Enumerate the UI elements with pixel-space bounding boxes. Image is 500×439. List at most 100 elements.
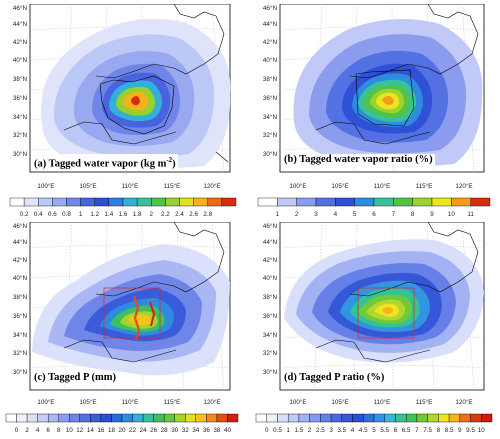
svg-text:46°N: 46°N (13, 4, 28, 12)
colorbar-swatch (431, 197, 452, 207)
colorbar-swatch (363, 413, 375, 423)
panel-b-title: (b) Tagged water vapor ratio (%) (282, 154, 435, 166)
svg-text:42°N: 42°N (13, 256, 28, 264)
colorbar-swatch (193, 197, 208, 207)
panel-b-colorbar: 100°E 105°E 110°E 115°E 120°E 1 2 3 4 5 6 7 8 9 10 1… (254, 174, 496, 222)
svg-text:34°N: 34°N (263, 331, 278, 339)
cbar-d-labels: 0 0.5 1 1.5 2 2.5 3 3.5 4 4.5 5 5.5 6 6.5 7 7.5 8 8.5 9 9.5… (265, 427, 485, 434)
colorbar-label: 28 (161, 427, 169, 434)
colorbar-label: 1.2 (90, 211, 99, 218)
colorbar-swatch (352, 413, 364, 423)
colorbar-label: 22 (129, 427, 137, 434)
colorbar-label: 8 (437, 427, 441, 434)
colorbar-swatch (23, 197, 39, 207)
cbar-a-boxes (9, 197, 237, 207)
colorbar-label: 38 (213, 427, 221, 434)
colorbar-label: 24 (140, 427, 148, 434)
panel-b-boundaries (315, 4, 479, 145)
colorbar-label: 4 (36, 427, 40, 434)
colorbar-swatch (296, 197, 317, 207)
cbar-d-boxes (255, 413, 493, 423)
colorbar-label: 0 (265, 427, 269, 434)
colorbar-label: 3.5 (337, 427, 346, 434)
svg-text:32°N: 32°N (263, 349, 278, 357)
colorbar-swatch (277, 413, 289, 423)
colorbar-label: 3 (314, 211, 318, 218)
panel-b-lon-labels: 100°E 105°E 110°E 115°E 120°E (289, 182, 472, 190)
svg-text:105°E: 105°E (79, 182, 96, 190)
svg-text:30°N: 30°N (263, 150, 278, 158)
colorbar-label: 1 (286, 427, 290, 434)
svg-text:100°E: 100°E (289, 182, 306, 190)
svg-text:105°E: 105°E (331, 182, 348, 190)
panel-a-title: (a) Tagged water vapor (kg m-2) (32, 154, 178, 171)
svg-text:38°N: 38°N (13, 75, 28, 83)
svg-text:110°E: 110°E (374, 182, 391, 190)
cbar-a-labels: 0.2 0.4 0.6 0.8 1 1.2 1.4 1.6 1.8 2 2.2 2.4 2.6 2.8 (20, 211, 213, 218)
svg-text:38°N: 38°N (13, 293, 28, 301)
colorbar-swatch (216, 413, 228, 423)
panel-d-map: 46°N 44°N 42°N 40°N 38°N 36°N 34°N 32°N 30°N (263, 222, 485, 391)
colorbar-swatch (26, 413, 38, 423)
colorbar-label: 36 (203, 427, 211, 434)
svg-text:44°N: 44°N (13, 20, 28, 28)
colorbar-label: 2 (308, 427, 312, 434)
colorbar-swatch (470, 413, 482, 423)
svg-text:38°N: 38°N (263, 75, 278, 83)
colorbar-swatch (393, 197, 413, 207)
svg-text:36°N: 36°N (263, 94, 278, 102)
panel-c-title: (c) Tagged P (mm) (32, 372, 118, 384)
panel-a-boundaries (63, 4, 229, 163)
svg-text:42°N: 42°N (263, 256, 278, 264)
colorbar-swatch (207, 197, 223, 207)
colorbar-label: 9.5 (466, 427, 475, 434)
svg-text:40°N: 40°N (263, 56, 278, 64)
svg-text:36°N: 36°N (13, 312, 28, 320)
colorbar-label: 3 (329, 427, 333, 434)
colorbar-swatch (330, 413, 343, 423)
cbar-b-boxes (257, 197, 491, 207)
colorbar-swatch (174, 413, 186, 423)
colorbar-label: 0.4 (34, 211, 43, 218)
colorbar-swatch (37, 413, 49, 423)
svg-text:36°N: 36°N (13, 94, 28, 102)
colorbar-swatch (221, 197, 237, 207)
colorbar-label: 10 (478, 427, 486, 434)
colorbar-label: 1.4 (104, 211, 113, 218)
panel-d-field (284, 239, 484, 363)
colorbar-swatch (481, 413, 493, 423)
colorbar-label: 4.5 (359, 427, 368, 434)
colorbar-swatch (395, 413, 407, 423)
panel-c-colorbar: 100°E 105°E 110°E 115°E 120°E 0 2 4 6 8 10 12 14 1… (4, 392, 242, 437)
colorbar-swatch (287, 413, 300, 423)
svg-text:32°N: 32°N (13, 131, 28, 139)
colorbar-label: 8 (57, 427, 61, 434)
svg-text:42°N: 42°N (263, 38, 278, 46)
colorbar-swatch (163, 413, 175, 423)
panel-c-lon-labels: 100°E 105°E 110°E 115°E 120°E (37, 398, 220, 406)
panel-a-title-sup: -2 (166, 156, 173, 164)
colorbar-label: 7 (392, 211, 396, 218)
panel-a-tagged-water-vapor: 46°N 44°N 42°N 40°N 38°N 36°N 34°N 32°N 30°N… (4, 4, 242, 174)
colorbar-swatch (153, 413, 165, 423)
colorbar-label: 8.5 (445, 427, 454, 434)
colorbar-label: 30 (171, 427, 179, 434)
colorbar-swatch (58, 413, 70, 423)
panel-d-lon-labels: 100°E 105°E 110°E 115°E 120°E (289, 398, 472, 406)
colorbar-swatch (185, 413, 197, 423)
colorbar-swatch (151, 197, 166, 207)
colorbar-swatch (255, 413, 267, 423)
colorbar-swatch (309, 413, 321, 423)
colorbar-swatch (80, 197, 95, 207)
colorbar-swatch (405, 413, 418, 423)
colorbar-label: 6.5 (402, 427, 411, 434)
panel-c-field (32, 244, 230, 376)
colorbar-swatch (206, 413, 218, 423)
colorbar-label: 2.4 (175, 211, 184, 218)
svg-text:110°E: 110°E (122, 182, 139, 190)
svg-text:115°E: 115°E (416, 398, 433, 406)
svg-text:34°N: 34°N (13, 113, 28, 121)
svg-text:36°N: 36°N (263, 312, 278, 320)
colorbar-label: 1.6 (119, 211, 128, 218)
colorbar-swatch (90, 413, 102, 423)
